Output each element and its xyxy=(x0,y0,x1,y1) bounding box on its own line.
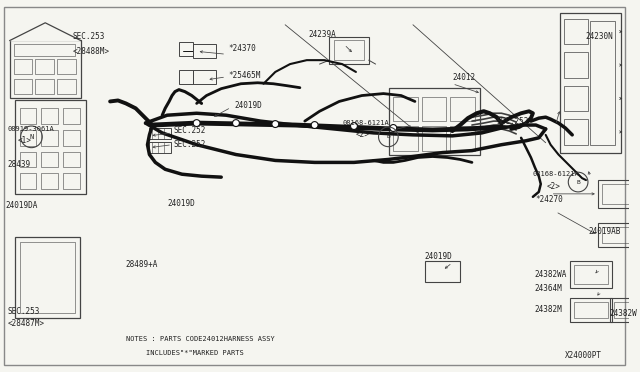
Bar xyxy=(14,59,33,74)
Bar xyxy=(179,70,193,84)
Text: 24019D: 24019D xyxy=(167,199,195,208)
Bar xyxy=(602,227,631,243)
Text: SEC.252: SEC.252 xyxy=(173,126,205,135)
Bar xyxy=(57,59,76,74)
Text: 24382W: 24382W xyxy=(609,309,637,318)
Bar xyxy=(422,126,446,151)
Bar xyxy=(564,86,588,111)
Text: 08168-6121A: 08168-6121A xyxy=(533,171,580,177)
Bar xyxy=(561,13,621,153)
Bar xyxy=(20,130,36,146)
Bar xyxy=(42,108,58,124)
Bar xyxy=(15,237,79,318)
Text: N: N xyxy=(29,134,33,140)
Bar xyxy=(150,142,171,153)
Bar xyxy=(564,119,588,145)
Bar xyxy=(14,79,33,94)
Bar xyxy=(150,128,171,139)
Text: NOTES : PARTS CODE24012HARNESS ASSY: NOTES : PARTS CODE24012HARNESS ASSY xyxy=(126,336,275,342)
Polygon shape xyxy=(10,23,81,41)
Circle shape xyxy=(351,123,357,129)
Bar xyxy=(422,96,446,121)
Bar xyxy=(20,151,36,167)
Bar xyxy=(20,173,36,189)
Circle shape xyxy=(232,120,239,126)
Text: 24239A: 24239A xyxy=(308,30,337,39)
Text: 24012: 24012 xyxy=(452,73,476,82)
Bar xyxy=(334,41,364,60)
Bar xyxy=(574,264,607,284)
Text: SEC.252: SEC.252 xyxy=(173,140,205,149)
Text: B: B xyxy=(387,134,390,140)
Text: 24019D: 24019D xyxy=(425,252,452,261)
Text: *24370: *24370 xyxy=(228,44,256,53)
Bar xyxy=(193,44,216,58)
Text: INCLUDES"*"MARKED PARTS: INCLUDES"*"MARKED PARTS xyxy=(145,350,243,356)
Bar xyxy=(451,96,475,121)
Bar xyxy=(35,59,54,74)
Bar xyxy=(564,19,588,44)
Bar xyxy=(564,52,588,78)
Circle shape xyxy=(193,120,200,126)
Text: SEC.252: SEC.252 xyxy=(497,116,529,126)
Text: 28489+A: 28489+A xyxy=(126,260,158,269)
Circle shape xyxy=(390,125,397,131)
Bar xyxy=(179,42,193,56)
Bar xyxy=(63,173,79,189)
Text: 24364M: 24364M xyxy=(535,284,563,293)
Bar xyxy=(330,36,369,64)
Bar xyxy=(15,100,86,194)
Bar xyxy=(389,88,480,154)
Bar xyxy=(574,302,607,318)
Bar xyxy=(598,223,635,247)
Text: <2>: <2> xyxy=(547,182,561,190)
Bar xyxy=(42,173,58,189)
Text: 24230N: 24230N xyxy=(585,32,612,41)
Text: 08919-3061A: 08919-3061A xyxy=(8,126,54,132)
Text: 08168-6121A: 08168-6121A xyxy=(342,120,389,126)
Circle shape xyxy=(311,122,318,128)
Bar xyxy=(57,79,76,94)
Bar xyxy=(614,302,640,318)
Circle shape xyxy=(272,121,279,128)
Text: 24019DA: 24019DA xyxy=(6,201,38,210)
Bar xyxy=(602,184,631,204)
Bar xyxy=(14,44,75,56)
Bar xyxy=(63,130,79,146)
Bar xyxy=(42,130,58,146)
Text: <1>: <1> xyxy=(18,136,31,145)
Bar xyxy=(193,70,216,84)
Text: B: B xyxy=(576,180,580,185)
Bar xyxy=(598,180,635,208)
Text: <28488M>: <28488M> xyxy=(73,47,109,56)
Text: 24019D: 24019D xyxy=(234,101,262,110)
Text: 28439: 28439 xyxy=(8,160,31,169)
Text: SEC.253: SEC.253 xyxy=(73,32,105,41)
Text: <2>: <2> xyxy=(356,130,370,140)
Bar xyxy=(35,79,54,94)
Bar xyxy=(20,242,75,313)
Bar xyxy=(20,108,36,124)
Text: 24019AB: 24019AB xyxy=(588,227,620,236)
Bar xyxy=(451,126,475,151)
Bar xyxy=(394,126,418,151)
Bar xyxy=(394,96,418,121)
Bar xyxy=(570,261,612,288)
Bar xyxy=(10,41,81,97)
Bar xyxy=(590,21,616,145)
Text: *25465M: *25465M xyxy=(228,71,260,80)
Text: X24000PT: X24000PT xyxy=(565,351,602,360)
Text: 24382M: 24382M xyxy=(535,305,563,314)
Bar xyxy=(609,298,640,322)
Text: *24270: *24270 xyxy=(535,195,563,204)
Bar xyxy=(63,108,79,124)
Text: <28487M>: <28487M> xyxy=(8,319,45,328)
Text: SEC.253: SEC.253 xyxy=(8,307,40,316)
Text: 24382WA: 24382WA xyxy=(535,270,567,279)
Bar xyxy=(63,151,79,167)
Bar xyxy=(425,261,460,282)
Bar xyxy=(570,298,612,322)
Bar xyxy=(42,151,58,167)
